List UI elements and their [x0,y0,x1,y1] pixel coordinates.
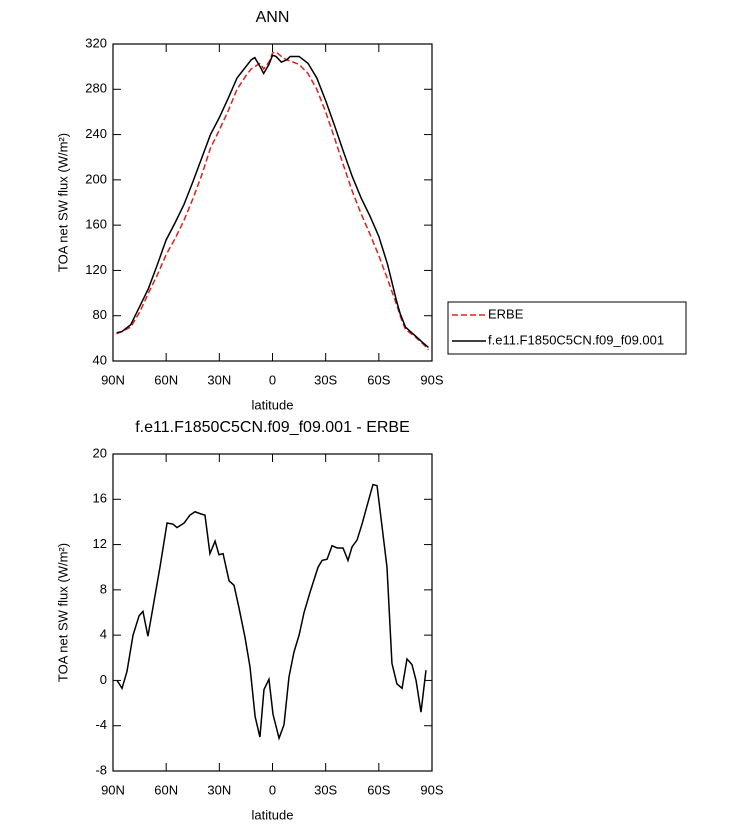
plot-frame [112,453,433,772]
y-axis-label: TOA net SW flux (W/m²) [55,543,70,682]
legend-label: f.e11.F1850C5CN.f09_f09.001 [488,332,664,347]
plot-frame [112,43,433,362]
x-tick-label: 30S [314,782,337,797]
x-axis-label: latitude [252,807,294,822]
y-tick-label: 240 [85,126,107,141]
x-tick-label: 60N [154,782,178,797]
x-tick-label: 90S [420,372,443,387]
x-tick-label: 90N [101,372,125,387]
y-tick-label: 120 [85,262,107,277]
x-tick-label: 60S [367,782,390,797]
legend-label: ERBE [488,306,524,321]
x-tick-label: 30S [314,372,337,387]
y-tick-label: 280 [85,81,107,96]
y-tick-label: -4 [95,717,107,732]
y-tick-label: 200 [85,171,107,186]
x-tick-label: 30N [207,782,231,797]
y-tick-label: 320 [85,35,107,50]
x-tick-label: 60S [367,372,390,387]
y-tick-label: 12 [93,536,107,551]
y-tick-label: 40 [93,352,107,367]
y-tick-label: -8 [95,762,107,777]
y-tick-label: 16 [93,491,107,506]
y-axis-label: TOA net SW flux (W/m²) [55,133,70,272]
x-axis-label: latitude [252,397,294,412]
x-tick-label: 90S [420,782,443,797]
chart-title: ANN [256,9,290,26]
series-line [116,51,430,351]
x-tick-label: 0 [269,782,276,797]
y-tick-label: 160 [85,217,107,232]
y-tick-label: 80 [93,307,107,322]
x-tick-label: 60N [154,372,178,387]
y-tick-label: 8 [100,581,107,596]
y-tick-label: 20 [93,445,107,460]
x-tick-label: 0 [269,372,276,387]
y-tick-label: 0 [100,672,107,687]
chart-title: f.e11.F1850C5CN.f09_f09.001 - ERBE [135,419,410,436]
series-line [116,483,427,741]
x-tick-label: 90N [101,782,125,797]
y-tick-label: 4 [100,627,107,642]
x-tick-label: 30N [207,372,231,387]
legend-box [447,301,687,355]
series-line [116,54,429,348]
